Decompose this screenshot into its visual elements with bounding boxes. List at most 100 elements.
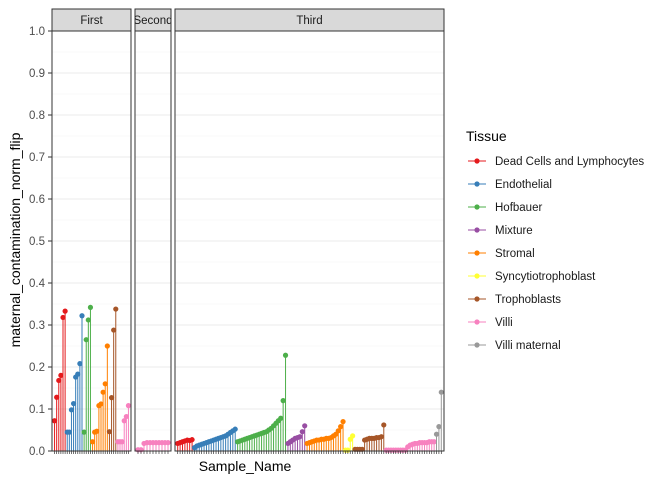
data-point	[438, 389, 444, 395]
data-point	[123, 413, 129, 420]
data-point	[77, 361, 83, 367]
y-axis: 0.0 0.1 0.2 0.3 0.4 0.5 0.6 0.7 0.8 0.9 1.0	[29, 26, 52, 458]
data-point	[340, 419, 346, 425]
data-point	[232, 426, 238, 432]
data-point	[381, 422, 387, 428]
data-point	[66, 429, 72, 435]
data-point	[119, 439, 125, 445]
data-point	[83, 337, 89, 343]
y-axis-title: maternal_contamination_norm_flip	[7, 132, 23, 347]
legend-entry: Trophoblasts	[468, 294, 561, 306]
facet-panels: First Second Third	[51, 8, 445, 454]
facet-strip	[174, 8, 445, 32]
data-point	[106, 429, 113, 435]
data-point	[278, 415, 284, 421]
data-point	[125, 403, 132, 409]
data-point	[297, 434, 303, 440]
legend-title: Tissue	[466, 128, 507, 144]
legend-key-point	[474, 181, 480, 187]
data-point	[111, 327, 117, 333]
legend-label: Trophoblasts	[495, 294, 561, 306]
legend-entry: Hofbauer	[468, 202, 542, 214]
y-tick-label: 0.7	[29, 152, 45, 164]
legend-key-point	[474, 250, 480, 256]
data-point	[350, 433, 356, 439]
data-point	[51, 418, 58, 424]
data-point	[54, 394, 60, 400]
legend-entry: Villi	[468, 317, 513, 329]
legend-key-point	[474, 273, 480, 279]
data-point	[104, 343, 110, 349]
x-axis-title: Sample_Name	[199, 458, 292, 474]
data-point	[436, 424, 442, 430]
legend-key-point	[474, 296, 480, 302]
legend-label: Villi	[495, 317, 513, 329]
legend-label: Villi maternal	[495, 340, 561, 352]
y-tick-label: 0.2	[29, 362, 45, 374]
legend-key-point	[474, 319, 480, 325]
legend-entry: Mixture	[468, 225, 533, 237]
data-point	[85, 317, 91, 323]
legend-entry: Villi maternal	[468, 340, 561, 352]
facet-panel: Second	[133, 8, 172, 454]
data-point	[431, 439, 437, 445]
data-point	[79, 313, 85, 319]
legend-key-point	[474, 204, 480, 210]
data-point	[378, 434, 384, 440]
data-point	[81, 429, 87, 435]
y-tick-label: 0.9	[29, 68, 45, 80]
y-tick-label: 0.4	[29, 278, 46, 290]
data-point	[100, 389, 106, 395]
data-point	[89, 439, 96, 445]
legend-entry: Endothelial	[468, 179, 552, 191]
data-point	[75, 371, 81, 377]
legend-entry: Stromal	[468, 248, 535, 260]
y-tick-label: 1.0	[29, 26, 45, 38]
y-tick-label: 0.5	[29, 236, 45, 248]
data-point	[94, 428, 100, 434]
data-point	[68, 407, 75, 413]
data-point	[433, 431, 440, 437]
data-point	[282, 352, 289, 358]
data-point	[302, 423, 308, 429]
legend-label: Stromal	[495, 248, 535, 260]
y-tick-label: 0.6	[29, 194, 45, 206]
y-tick-label: 0.0	[29, 446, 45, 458]
data-point	[58, 372, 64, 378]
facet-strip	[51, 8, 132, 32]
data-point	[62, 308, 68, 314]
legend-label: Endothelial	[495, 179, 552, 191]
y-tick-label: 0.1	[29, 404, 45, 416]
legend-label: Mixture	[495, 225, 533, 237]
legend-label: Dead Cells and Lymphocytes	[495, 156, 644, 168]
data-point	[56, 377, 62, 384]
data-point	[70, 400, 77, 407]
facet-label: Second	[133, 15, 172, 27]
legend-label: Syncytiotrophoblast	[495, 271, 596, 283]
data-point	[338, 424, 344, 430]
data-point	[113, 306, 119, 312]
data-point	[165, 440, 171, 446]
y-tick-label: 0.3	[29, 320, 45, 332]
legend-entry: Syncytiotrophoblast	[468, 271, 596, 283]
data-point	[121, 418, 127, 424]
legend-label: Hofbauer	[495, 202, 542, 214]
data-point	[98, 401, 104, 407]
legend-key-point	[474, 158, 480, 164]
legend-entry: Dead Cells and Lymphocytes	[468, 156, 644, 168]
data-point	[60, 314, 66, 321]
legend: Tissue Dead Cells and Lymphocytes Endothe…	[466, 128, 644, 352]
data-point	[280, 398, 286, 404]
legend-key-point	[474, 227, 480, 233]
legend-key-point	[474, 342, 480, 348]
facet-strip	[134, 8, 172, 32]
data-point	[299, 429, 305, 435]
data-point	[102, 381, 108, 387]
facet-label: Third	[296, 15, 322, 27]
y-tick-label: 0.8	[29, 110, 45, 122]
facet-panel: First	[51, 8, 132, 454]
facet-panel: Third	[174, 8, 445, 454]
data-point	[335, 428, 341, 434]
facet-label: First	[80, 15, 103, 27]
data-point	[87, 304, 94, 310]
